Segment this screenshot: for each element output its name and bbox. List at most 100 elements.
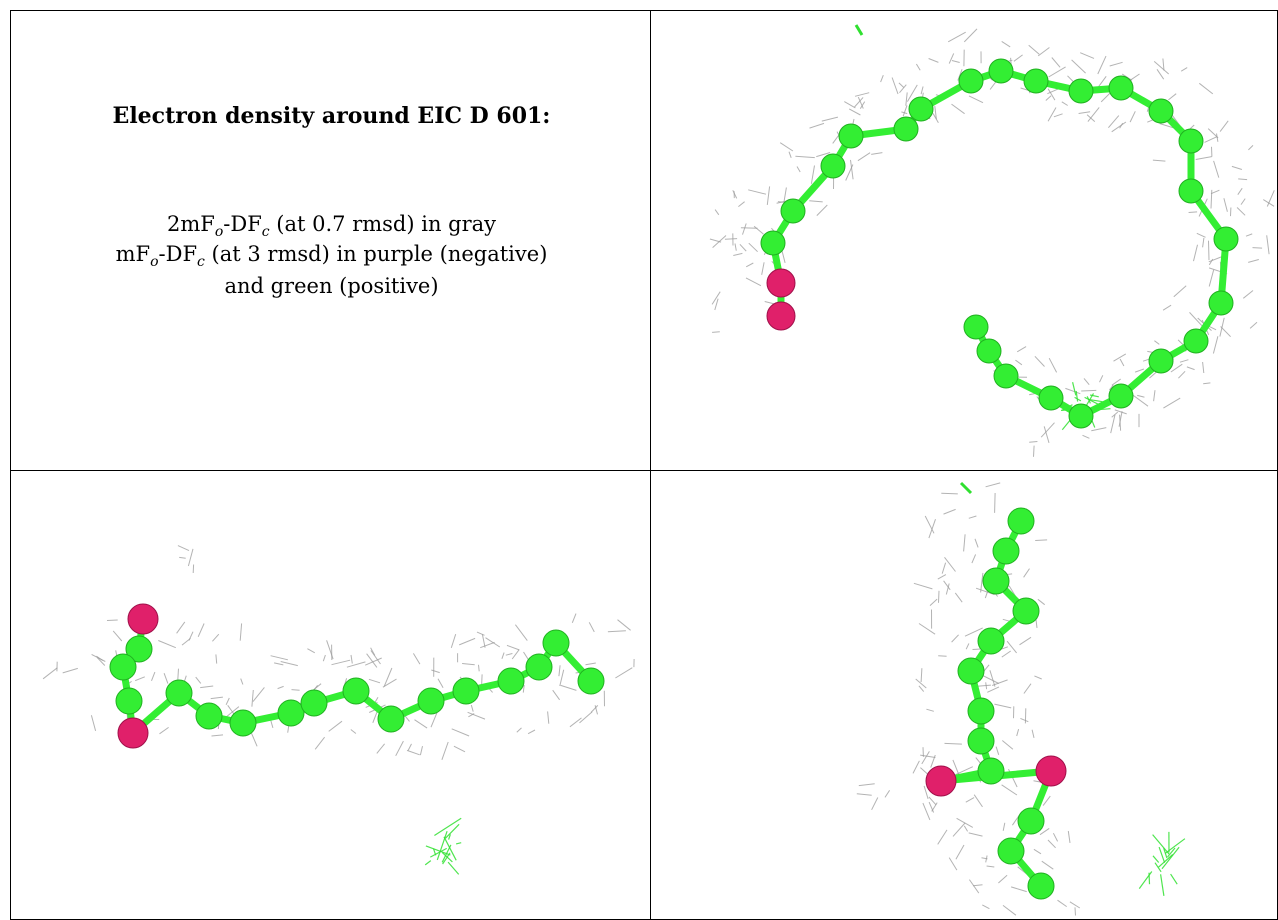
mesh-segment [569, 717, 582, 728]
mesh-segment [1010, 886, 1027, 893]
mesh-segment [505, 653, 513, 656]
mesh-segment [973, 794, 983, 808]
density-segment [854, 24, 864, 36]
mesh-segment [42, 667, 58, 680]
mesh-segment [571, 613, 577, 623]
mesh-segment [368, 678, 381, 684]
carbon-atom [992, 537, 1020, 565]
carbon-atom [958, 68, 984, 94]
mesh-segment [1188, 211, 1198, 213]
carbon-atom [1148, 348, 1174, 374]
mesh-segment [905, 92, 908, 106]
mesh-segment [1040, 422, 1055, 438]
mesh-segment [376, 743, 385, 754]
mesh-segment [913, 582, 933, 590]
density-segment [434, 817, 462, 837]
mesh-segment [1016, 728, 1020, 737]
top-right-svg [709, 24, 1275, 457]
mesh-segment [1219, 317, 1225, 337]
mesh-segment [430, 710, 439, 728]
mesh-segment [915, 63, 921, 71]
mesh-segment [709, 238, 722, 243]
mesh-segment [1043, 426, 1050, 444]
carbon-atom [893, 116, 919, 142]
mesh-segment [1129, 111, 1136, 123]
mesh-segment [1001, 784, 1018, 796]
mesh-segment [902, 105, 908, 117]
mesh-segment [1037, 47, 1050, 57]
carbon-atom [1108, 75, 1134, 101]
mesh-segment [1039, 827, 1050, 836]
mesh-segment [552, 689, 561, 701]
mesh-segment [96, 657, 106, 666]
mesh-segment [1245, 233, 1253, 237]
mesh-segment [963, 28, 978, 43]
mesh-segment [1041, 860, 1054, 870]
mesh-segment [328, 720, 343, 732]
mesh-segment [816, 152, 831, 158]
mesh-segment [1186, 366, 1195, 371]
mesh-segment [1051, 57, 1061, 68]
mesh-segment [1204, 136, 1218, 143]
density-segment [444, 823, 460, 839]
mesh-segment [1248, 145, 1254, 151]
mesh-segment [965, 797, 975, 803]
mesh-segment [1081, 389, 1097, 392]
mesh-segment [1035, 539, 1048, 541]
mesh-segment [1097, 76, 1107, 88]
mesh-segment [714, 298, 719, 311]
mesh-segment [1071, 59, 1086, 74]
mesh-segment [322, 654, 326, 662]
mesh-segment [326, 640, 334, 660]
carbon-atom [165, 679, 193, 707]
mesh-segment [1212, 336, 1219, 354]
oxygen-atom [127, 603, 159, 635]
mesh-segment [250, 731, 258, 747]
mesh-segment [90, 715, 97, 732]
bottom-right-svg [856, 481, 1186, 916]
mesh-segment [1047, 839, 1056, 849]
mesh-segment [1173, 285, 1187, 298]
mesh-segment [920, 86, 924, 95]
mesh-segment [1048, 357, 1058, 373]
oxygen-atom [766, 301, 796, 331]
mesh-segment [1108, 115, 1120, 129]
density-segment [1164, 838, 1186, 854]
mesh-segment [1193, 244, 1198, 262]
mesh-segment [985, 482, 1001, 488]
mesh-segment [1162, 304, 1172, 311]
mesh-segment [437, 678, 444, 689]
mesh-segment [177, 668, 179, 680]
mesh-segment [901, 111, 908, 115]
carbon-atom [125, 635, 153, 663]
mesh-segment [781, 249, 786, 264]
mesh-segment [1198, 82, 1214, 95]
mesh-segment [1111, 378, 1121, 386]
mesh-segment [871, 797, 879, 811]
mesh-segment [748, 189, 767, 195]
mesh-segment [1134, 368, 1145, 373]
mesh-segment [91, 653, 106, 662]
mesh-segment [527, 729, 536, 735]
mesh-segment [1033, 848, 1042, 855]
mesh-segment [407, 743, 412, 751]
carbon-atom [542, 629, 570, 657]
mesh-segment [854, 97, 864, 108]
mesh-segment [856, 793, 872, 796]
carbon-atom [497, 667, 525, 695]
mesh-segment [370, 650, 381, 665]
mesh-segment [711, 291, 721, 305]
mesh-segment [928, 796, 937, 806]
mesh-segment [158, 640, 176, 649]
mesh-segment [954, 592, 963, 603]
density-segment [455, 842, 462, 845]
mesh-segment [1207, 128, 1219, 139]
mesh-segment [753, 225, 764, 235]
mesh-segment [1202, 237, 1205, 248]
mesh-segment [251, 689, 254, 707]
mesh-segment [957, 69, 963, 81]
mesh-segment [514, 624, 528, 641]
carbon-atom [908, 96, 934, 122]
mesh-segment [809, 122, 825, 129]
carbon-atom [967, 727, 995, 755]
